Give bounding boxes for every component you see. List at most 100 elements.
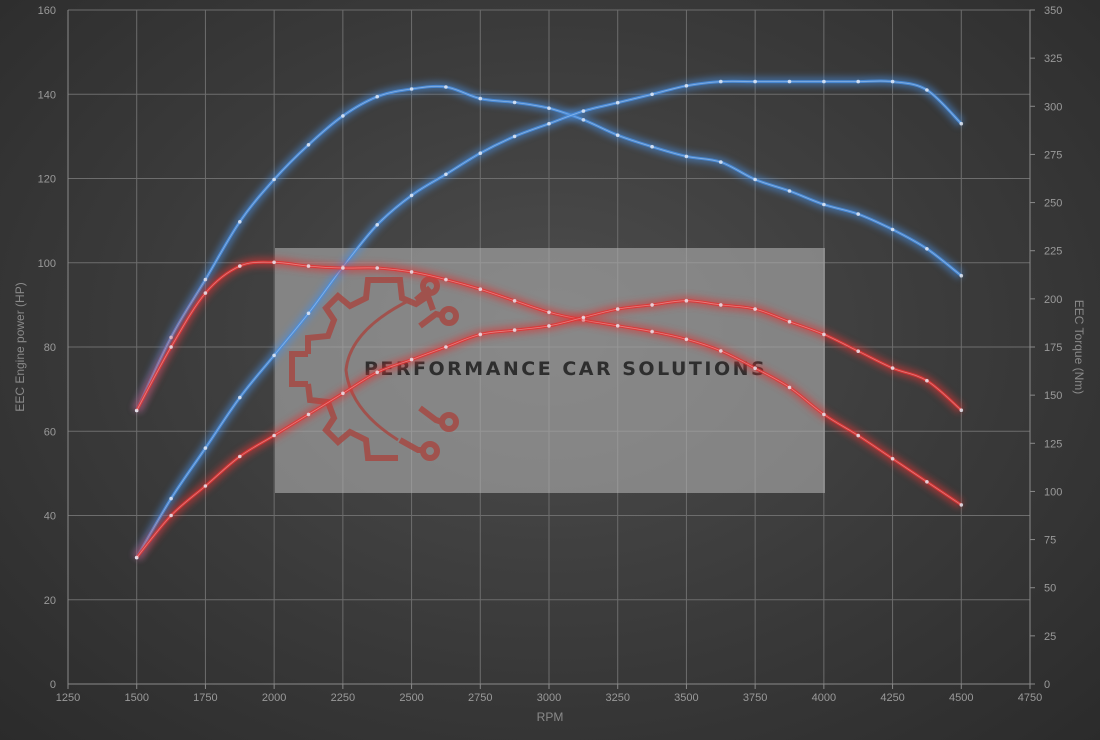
data-point: [925, 88, 929, 92]
y-left-axis-title: EEC Engine power (HP): [13, 282, 27, 411]
data-point: [856, 433, 860, 438]
data-point: [753, 79, 757, 84]
data-point: [478, 151, 483, 155]
data-point: [615, 324, 620, 328]
x-tick-label: 1500: [124, 692, 148, 704]
data-point: [409, 193, 414, 198]
x-tick-label: 2750: [468, 692, 492, 704]
data-point: [787, 385, 792, 390]
data-point: [581, 315, 586, 320]
data-point: [547, 310, 551, 315]
data-point: [822, 79, 826, 84]
data-point: [409, 270, 414, 274]
data-point: [890, 366, 895, 370]
y-right-tick-label: 175: [1044, 342, 1062, 354]
data-point: [959, 503, 964, 507]
x-tick-label: 4750: [1018, 692, 1042, 704]
x-tick-label: 2000: [262, 692, 286, 704]
y-left-tick-label: 40: [44, 511, 56, 523]
x-tick-label: 2250: [331, 692, 355, 704]
y-right-tick-label: 100: [1044, 486, 1062, 498]
grid: [67, 9, 1031, 685]
data-point: [615, 100, 620, 105]
data-point: [444, 85, 448, 89]
data-point: [512, 134, 517, 139]
data-point: [547, 121, 551, 126]
data-point: [512, 100, 517, 105]
data-point: [650, 92, 654, 97]
data-point: [238, 264, 242, 268]
y-right-tick-label: 75: [1044, 535, 1056, 547]
data-point: [925, 378, 929, 383]
data-point: [203, 291, 208, 295]
data-point: [787, 79, 792, 84]
data-point: [822, 332, 826, 337]
data-point: [959, 408, 964, 413]
series-left-1: [132, 76, 965, 560]
data-point: [581, 109, 586, 113]
data-point: [925, 247, 929, 251]
y-left-tick-label: 80: [44, 342, 56, 354]
data-point: [512, 299, 517, 303]
data-point: [272, 260, 276, 265]
data-point: [478, 96, 483, 101]
y-left-tick-label: 160: [38, 5, 56, 17]
data-point: [203, 277, 208, 282]
data-point: [822, 412, 826, 417]
y-right-tick-label: 200: [1044, 294, 1062, 306]
left-axis: 0 20 40 60 80 100 120 140 160: [38, 5, 56, 691]
data-point: [684, 84, 689, 88]
data-point: [959, 121, 964, 126]
watermark: PERFORMANCE CAR SOLUTIONS: [275, 248, 825, 493]
y-right-tick-label: 250: [1044, 198, 1062, 210]
data-point: [409, 357, 414, 362]
data-point: [306, 143, 311, 147]
y-right-tick-label: 125: [1044, 438, 1062, 450]
y-left-tick-label: 100: [38, 258, 56, 270]
data-point: [684, 298, 689, 303]
data-point: [615, 133, 620, 137]
y-right-tick-label: 225: [1044, 246, 1062, 258]
y-left-tick-label: 20: [44, 595, 56, 607]
data-point: [856, 212, 860, 216]
data-point: [375, 266, 380, 270]
data-point: [444, 345, 448, 349]
data-point: [959, 273, 964, 278]
data-point: [341, 391, 345, 396]
x-tick-label: 4250: [880, 692, 904, 704]
data-point: [409, 87, 414, 91]
data-point: [272, 177, 276, 182]
series-right-0: [132, 81, 965, 413]
right-axis: 0 25 50 75 100 125 150 175 200 225 250 275 300 325 350: [1030, 5, 1062, 691]
data-point: [203, 484, 208, 488]
data-point: [719, 79, 723, 84]
data-point: [650, 303, 654, 307]
data-point: [890, 227, 895, 232]
y-right-tick-label: 25: [1044, 631, 1056, 643]
x-tick-label: 2500: [399, 692, 423, 704]
y-left-tick-label: 140: [38, 89, 56, 101]
data-point: [134, 555, 139, 560]
y-right-tick-label: 325: [1044, 53, 1062, 65]
data-point: [375, 94, 380, 99]
data-point: [512, 328, 517, 332]
data-point: [375, 223, 380, 227]
series-right-2: [132, 257, 964, 509]
data-point: [134, 408, 139, 413]
data-point: [169, 513, 173, 518]
y-right-axis-title: EEC Torque (Nm): [1072, 300, 1086, 394]
x-tick-label: 1250: [56, 692, 80, 704]
y-right-tick-label: 0: [1044, 679, 1050, 691]
data-point: [753, 177, 757, 182]
data-point: [925, 480, 929, 484]
y-left-tick-label: 60: [44, 426, 56, 438]
y-right-tick-label: 300: [1044, 101, 1062, 113]
data-point: [238, 395, 242, 400]
y-right-tick-label: 50: [1044, 583, 1056, 595]
data-point: [444, 172, 448, 177]
y-right-tick-label: 150: [1044, 390, 1062, 402]
x-tick-label: 4500: [949, 692, 973, 704]
x-axis-title: RPM: [537, 710, 564, 724]
data-point: [203, 446, 208, 450]
